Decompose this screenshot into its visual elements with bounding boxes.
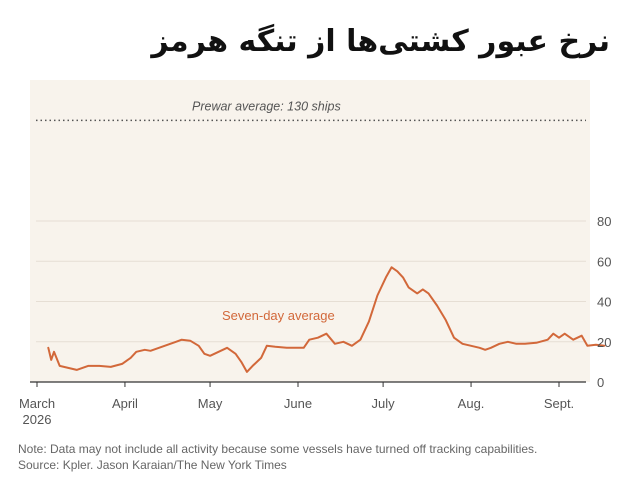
reference-line-group: Prewar average: 130 ships (36, 99, 586, 122)
x-tick-label: July (372, 396, 396, 411)
series-line (47, 266, 606, 373)
x-tick-label: May (198, 396, 223, 411)
x-tick-label: March (19, 396, 55, 411)
y-tick-label: 60 (597, 254, 611, 269)
y-tick-label: 0 (597, 375, 604, 390)
chart-note: Note: Data may not include all activity … (18, 442, 538, 472)
series-group: Seven-day average (47, 266, 606, 373)
series-label: Seven-day average (222, 308, 335, 323)
y-axis: 0 20 40 60 80 (597, 214, 611, 390)
plot-background (30, 80, 590, 382)
x-tick-label: June (284, 396, 312, 411)
x-tick-label: Aug. (458, 396, 485, 411)
x-tick-label: April (112, 396, 138, 411)
y-tick-label: 40 (597, 295, 611, 310)
y-tick-label: 80 (597, 214, 611, 229)
chart-title: نرخ عبور کشتی‌ها از تنگه هرمز (151, 24, 610, 59)
reference-line-label: Prewar average: 130 ships (192, 99, 341, 113)
x-tick-label: Sept. (544, 396, 574, 411)
x-tick-sublabel: 2026 (23, 412, 52, 427)
chart: Prewar average: 130 ships Seven-day aver… (19, 80, 611, 427)
gridlines (36, 220, 586, 343)
y-tick-label: 20 (597, 335, 611, 350)
